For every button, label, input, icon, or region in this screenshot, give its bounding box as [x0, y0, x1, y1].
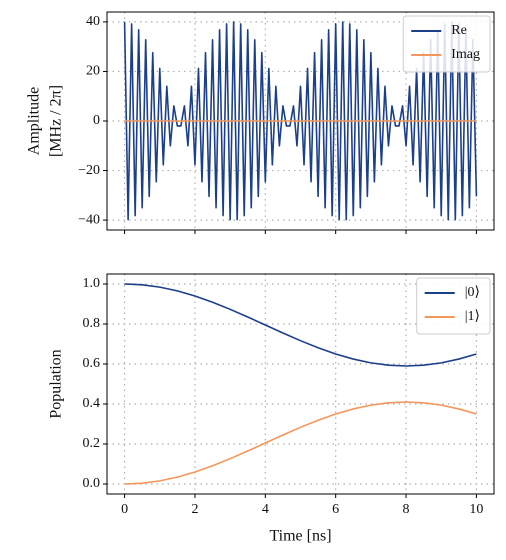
y-tick-label: 20 — [86, 64, 100, 79]
axes-frame — [106, 273, 495, 495]
x-tick-label: 2 — [191, 502, 198, 517]
subplot: −40 −20 0 20 40 Amplitude [MHz / 2π] Re Imag — [26, 11, 495, 234]
y-tick-label: 0.4 — [83, 396, 101, 411]
x-tick-label: 6 — [332, 502, 339, 517]
y-tick-label: 0.0 — [83, 476, 101, 491]
x-tick-label: 8 — [403, 502, 410, 517]
y-tick-label: −40 — [78, 212, 100, 227]
y-tick-label: 0.8 — [83, 316, 101, 331]
series-line — [123, 21, 478, 221]
y-tick-label: 1.0 — [83, 276, 101, 291]
legend-label: |1⟩ — [465, 309, 480, 324]
y-tick-label: 0.6 — [83, 356, 101, 371]
legend-label: |0⟩ — [465, 285, 480, 300]
x-tick-label: 4 — [262, 502, 269, 517]
subplot: 0 2 4 6 8 10 0.0 0.2 0.4 0.6 0.8 1.0 Time [ns] Popula… — [48, 273, 495, 545]
series-line — [124, 401, 477, 485]
legend-label: Imag — [451, 47, 480, 62]
y-axis-label: Amplitude — [26, 87, 43, 155]
x-axis-label: Time [ns] — [269, 528, 331, 545]
x-tick-label: 0 — [121, 502, 128, 517]
y-tick-label: 0 — [93, 113, 100, 128]
axes-frame — [106, 11, 495, 231]
legend-label: Re — [451, 23, 467, 38]
legend: |0⟩ |1⟩ — [416, 277, 491, 335]
legend-frame — [402, 15, 491, 73]
y-tick-label: −20 — [78, 163, 100, 178]
y-axis-label: [MHz / 2π] — [48, 85, 65, 157]
y-axis-label: Population — [48, 349, 65, 418]
x-tick-label: 10 — [469, 502, 483, 517]
legend: Re Imag — [402, 15, 491, 73]
series-line — [124, 283, 477, 367]
y-tick-label: 40 — [86, 14, 100, 29]
y-tick-label: 0.2 — [83, 436, 101, 451]
